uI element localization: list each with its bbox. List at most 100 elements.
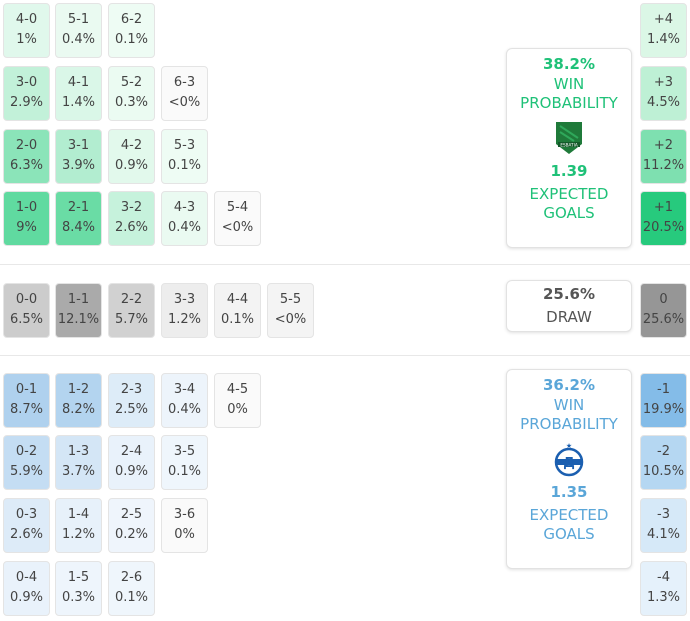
scoreline-cell[interactable]: 0-1 8.7% xyxy=(3,373,50,428)
goal-margin-pct: 10.5% xyxy=(642,464,685,479)
scoreline-cell[interactable]: 3-2 2.6% xyxy=(108,191,155,246)
scoreline-cell[interactable]: 5-5 <0% xyxy=(267,283,314,338)
scoreline-cell[interactable]: 2-0 6.3% xyxy=(3,129,50,184)
scoreline-cell[interactable]: 6-2 0.1% xyxy=(108,3,155,58)
scoreline-cell[interactable]: 3-6 0% xyxy=(161,498,208,553)
goal-margin-cell[interactable]: 0 25.6% xyxy=(640,283,687,338)
goal-margin-cell[interactable]: -3 4.1% xyxy=(640,498,687,553)
scoreline-cell[interactable]: 2-3 2.5% xyxy=(108,373,155,428)
divider xyxy=(0,355,690,356)
scoreline-label: 6-2 xyxy=(120,12,143,27)
scoreline-label: 3-1 xyxy=(67,138,90,153)
scoreline-label: 0-1 xyxy=(15,382,38,397)
scoreline-cell[interactable]: 4-4 0.1% xyxy=(214,283,261,338)
scoreline-label: 4-1 xyxy=(67,75,90,90)
scoreline-cell[interactable]: 3-1 3.9% xyxy=(55,129,102,184)
scoreline-pct: 8.4% xyxy=(61,220,96,235)
scoreline-label: 2-5 xyxy=(120,507,143,522)
scoreline-cell[interactable]: 6-3 <0% xyxy=(161,66,208,121)
goal-margin-cell[interactable]: +4 1.4% xyxy=(640,3,687,58)
scoreline-cell[interactable]: 5-2 0.3% xyxy=(108,66,155,121)
scoreline-cell[interactable]: 1-2 8.2% xyxy=(55,373,102,428)
scoreline-cell[interactable]: 2-1 8.4% xyxy=(55,191,102,246)
scoreline-pct: 8.7% xyxy=(9,402,44,417)
scoreline-cell[interactable]: 2-6 0.1% xyxy=(108,561,155,616)
scoreline-pct: 2.5% xyxy=(114,402,149,417)
goal-margin-cell[interactable]: -2 10.5% xyxy=(640,435,687,490)
scoreline-cell[interactable]: 5-1 0.4% xyxy=(55,3,102,58)
scoreline-cell[interactable]: 0-3 2.6% xyxy=(3,498,50,553)
scoreline-cell[interactable]: 4-2 0.9% xyxy=(108,129,155,184)
away-win-label: WIN xyxy=(553,396,585,414)
scoreline-cell[interactable]: 3-0 2.9% xyxy=(3,66,50,121)
scoreline-cell[interactable]: 3-5 0.1% xyxy=(161,435,208,490)
scoreline-cell[interactable]: 1-0 9% xyxy=(3,191,50,246)
divider xyxy=(0,264,690,265)
scoreline-cell[interactable]: 2-5 0.2% xyxy=(108,498,155,553)
scoreline-cell[interactable]: 2-2 5.7% xyxy=(108,283,155,338)
scoreline-cell[interactable]: 5-3 0.1% xyxy=(161,129,208,184)
scoreline-label: 4-0 xyxy=(15,12,38,27)
goal-margin-cell[interactable]: -1 19.9% xyxy=(640,373,687,428)
scoreline-cell[interactable]: 4-0 1% xyxy=(3,3,50,58)
scoreline-cell[interactable]: 3-3 1.2% xyxy=(161,283,208,338)
scoreline-cell[interactable]: 2-4 0.9% xyxy=(108,435,155,490)
away-xg-label: EXPECTED xyxy=(529,506,609,524)
scoreline-label: 1-0 xyxy=(15,200,38,215)
scoreline-label: 2-6 xyxy=(120,570,143,585)
scoreline-label: 2-0 xyxy=(15,138,38,153)
scoreline-cell[interactable]: 1-5 0.3% xyxy=(55,561,102,616)
scoreline-cell[interactable]: 1-1 12.1% xyxy=(55,283,102,338)
scoreline-pct: 0.1% xyxy=(167,158,202,173)
scoreline-cell[interactable]: 4-5 0% xyxy=(214,373,261,428)
scoreline-label: 5-4 xyxy=(226,200,249,215)
scoreline-pct: 0.4% xyxy=(61,32,96,47)
scoreline-pct: 0.1% xyxy=(114,590,149,605)
home-win-card: 38.2% WIN PROBABILITY ESBATIA 1.39 EXPEC… xyxy=(506,48,632,248)
scoreline-cell[interactable]: 0-4 0.9% xyxy=(3,561,50,616)
scoreline-pct: 5.9% xyxy=(9,464,44,479)
goal-margin-pct: 4.1% xyxy=(646,527,681,542)
goal-margin-label: 0 xyxy=(659,292,668,307)
scoreline-cell[interactable]: 4-1 1.4% xyxy=(55,66,102,121)
scoreline-cell[interactable]: 1-4 1.2% xyxy=(55,498,102,553)
scoreline-cell[interactable]: 0-0 6.5% xyxy=(3,283,50,338)
goal-margin-label: -4 xyxy=(657,570,670,585)
scoreline-pct: 0.1% xyxy=(114,32,149,47)
goal-margin-cell[interactable]: -4 1.3% xyxy=(640,561,687,616)
scoreline-pct: 0% xyxy=(227,402,248,417)
scoreline-label: 3-5 xyxy=(173,444,196,459)
goal-margin-label: +4 xyxy=(653,12,674,27)
goal-margin-label: +2 xyxy=(653,138,674,153)
goal-margin-pct: 1.3% xyxy=(646,590,681,605)
home-win-pct: 38.2% xyxy=(542,55,596,73)
scoreline-pct: 8.2% xyxy=(61,402,96,417)
goal-margin-label: +1 xyxy=(653,200,674,215)
scoreline-cell[interactable]: 0-2 5.9% xyxy=(3,435,50,490)
away-win-label: PROBABILITY xyxy=(520,415,618,433)
scoreline-label: 4-2 xyxy=(120,138,143,153)
scoreline-pct: 6.3% xyxy=(9,158,44,173)
draw-label: DRAW xyxy=(546,308,592,326)
goal-margin-cell[interactable]: +1 20.5% xyxy=(640,191,687,246)
goal-margin-cell[interactable]: +2 11.2% xyxy=(640,129,687,184)
away-xg-value: 1.35 xyxy=(550,483,588,501)
scoreline-cell[interactable]: 5-4 <0% xyxy=(214,191,261,246)
scoreline-cell[interactable]: 4-3 0.4% xyxy=(161,191,208,246)
scoreline-pct: 0.4% xyxy=(167,402,202,417)
scoreline-label: 3-3 xyxy=(173,292,196,307)
scoreline-label: 6-3 xyxy=(173,75,196,90)
scoreline-pct: 2.6% xyxy=(114,220,149,235)
scoreline-cell[interactable]: 3-4 0.4% xyxy=(161,373,208,428)
goal-margin-cell[interactable]: +3 4.5% xyxy=(640,66,687,121)
scoreline-label: 2-2 xyxy=(120,292,143,307)
scoreline-cell[interactable]: 1-3 3.7% xyxy=(55,435,102,490)
scoreline-pct: 5.7% xyxy=(114,312,149,327)
home-win-label: PROBABILITY xyxy=(520,94,618,112)
away-team-logo: ★ Д xyxy=(554,442,584,477)
goal-margin-pct: 1.4% xyxy=(646,32,681,47)
home-xg-label: GOALS xyxy=(543,204,595,222)
home-team-logo: ESBATIA xyxy=(556,122,582,154)
scoreline-pct: 0% xyxy=(174,527,195,542)
scoreline-pct: 2.9% xyxy=(9,95,44,110)
